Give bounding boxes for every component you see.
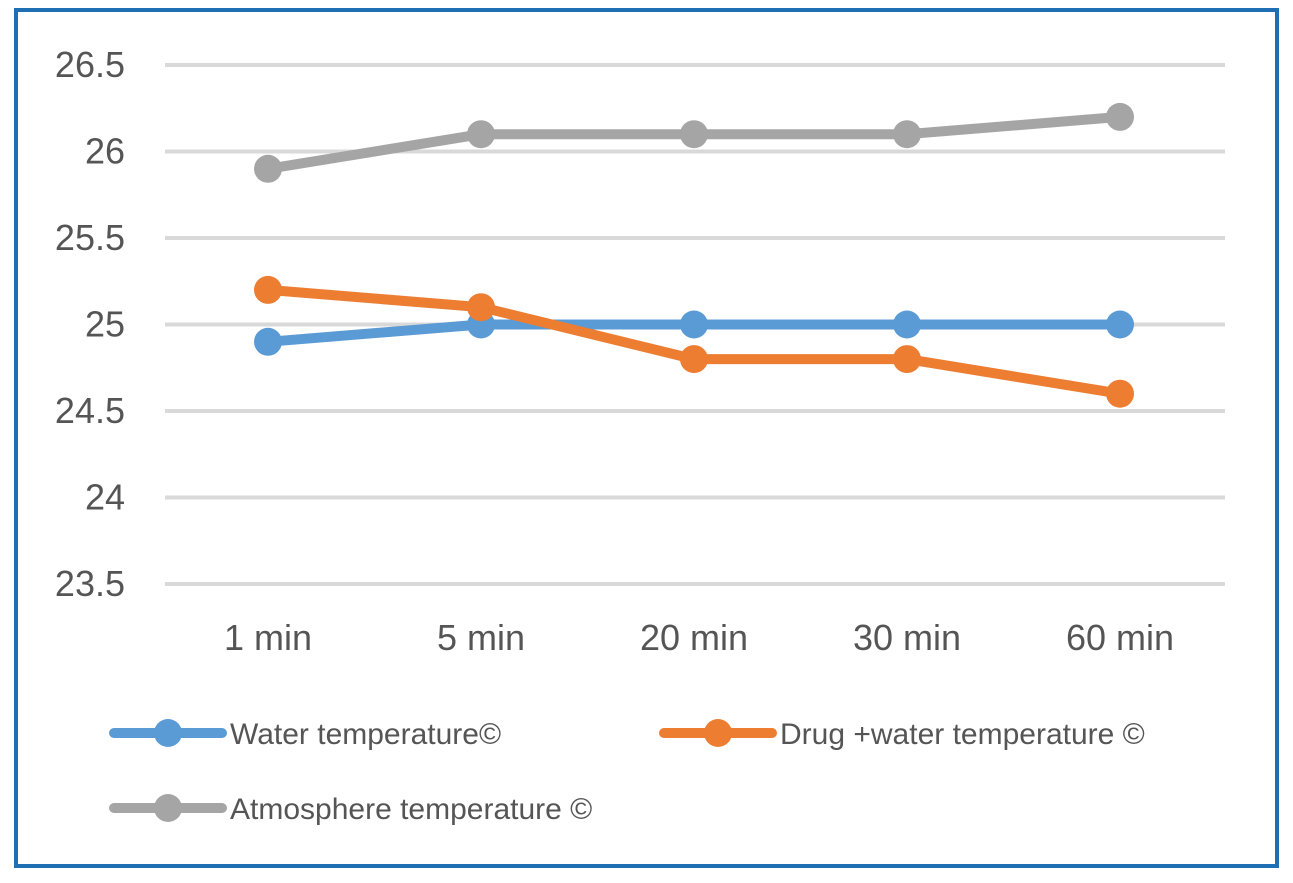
data-point [254,327,282,356]
data-point [1106,310,1134,339]
legend-label: Drug +water temperature © [780,718,1145,751]
series-1 [254,275,1134,408]
gridlines [165,63,1225,586]
data-point [1106,379,1134,408]
data-point [680,345,708,374]
y-tick-label: 25.5 [55,217,125,258]
data-point [1106,102,1134,131]
legend-swatch-marker [154,719,182,747]
legend-label: Atmosphere temperature © [230,793,592,826]
x-tick-label: 30 min [853,617,961,658]
data-point [467,293,495,322]
data-point [254,275,282,304]
legend-item-1: Drug +water temperature © [659,718,1145,751]
x-axis-ticks: 1 min 5 min 20 min 30 min 60 min [224,617,1174,658]
x-tick-label: 5 min [437,617,525,658]
data-point [254,154,282,183]
data-point [893,120,921,149]
data-point [467,120,495,149]
y-tick-label: 26.5 [55,44,125,85]
legend: Water temperature© Drug +water temperatur… [109,718,1145,826]
y-axis-ticks: 23.5 24 24.5 25 25.5 26 26.5 [55,44,125,604]
legend-swatch-marker [704,719,732,747]
y-tick-label: 23.5 [55,563,125,604]
y-tick-label: 24 [85,477,125,518]
series-group [254,102,1134,408]
x-tick-label: 60 min [1066,617,1174,658]
data-point [680,310,708,339]
data-point [680,120,708,149]
legend-label: Water temperature© [230,718,501,751]
series-0 [254,310,1134,356]
series-2 [254,102,1134,183]
x-tick-label: 1 min [224,617,312,658]
data-point [893,345,921,374]
y-tick-label: 25 [85,304,125,345]
data-point [893,310,921,339]
legend-swatch-marker [154,794,182,822]
y-tick-label: 24.5 [55,390,125,431]
y-tick-label: 26 [85,131,125,172]
series-line [263,284,1125,399]
legend-item-2: Atmosphere temperature © [109,793,592,826]
legend-item-0: Water temperature© [109,718,501,751]
x-tick-label: 20 min [640,617,748,658]
